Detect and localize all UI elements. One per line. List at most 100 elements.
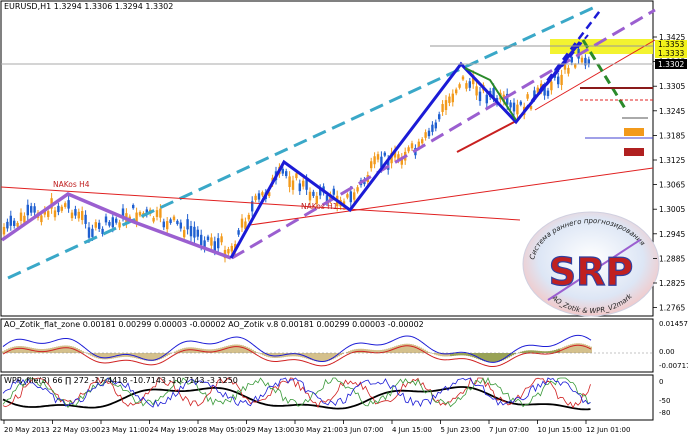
ao-blue-line <box>571 336 573 337</box>
time-label: 5 Jun 23:00 <box>441 426 481 434</box>
candle-body <box>152 218 154 222</box>
ao-blue-line <box>385 343 387 344</box>
ao-red-line <box>53 349 55 350</box>
candle-body <box>139 212 141 215</box>
ao-red-line <box>353 352 355 353</box>
ao-blue-line <box>143 359 145 360</box>
candle-body <box>299 183 301 191</box>
candle-body <box>105 217 107 223</box>
ao-red-line <box>219 350 221 351</box>
ao-red-line <box>473 361 475 362</box>
ao-red-line <box>95 361 97 362</box>
candle-body <box>227 249 229 253</box>
ao-red-line <box>313 364 315 365</box>
candle-body <box>183 230 185 237</box>
candle-body <box>61 207 63 211</box>
ao-blue-line <box>301 355 303 356</box>
ao-red-line <box>309 363 311 364</box>
candle-body <box>166 221 168 229</box>
ao-red-line <box>267 360 269 361</box>
ao-blue-line <box>115 356 117 357</box>
ao-red-line <box>141 363 143 364</box>
ao-blue-line <box>325 361 327 362</box>
ao-red-line <box>55 349 57 350</box>
candle-body <box>173 217 175 221</box>
candle-body <box>159 209 161 218</box>
candle-body <box>452 94 454 103</box>
candle-body <box>16 223 18 227</box>
ao-red-line <box>389 350 391 351</box>
ao-blue-line <box>99 357 101 358</box>
candle-body <box>81 211 83 220</box>
srp-logo: Система раннего прогнозирования AO_Zotik… <box>523 212 659 316</box>
ao-blue-line <box>229 338 231 339</box>
candle-body <box>3 227 5 234</box>
candle-body <box>176 221 178 224</box>
candle-body <box>475 86 477 95</box>
ao-blue-line <box>31 341 33 342</box>
candle-body <box>486 95 488 104</box>
candle-body <box>305 179 307 189</box>
time-label: 24 May 19:00 <box>150 426 198 434</box>
candle-body <box>156 210 158 217</box>
time-label: 10 Jun 15:00 <box>538 426 582 434</box>
ao-blue-line <box>353 344 355 345</box>
candle-body <box>88 227 90 237</box>
ao-blue-line <box>135 356 137 357</box>
candle-body <box>448 97 450 103</box>
wpr-indicator-header: WPR_file(3) 66 ∏ 272 -17.4418 -10.7143 -… <box>4 376 238 385</box>
candle-body <box>377 154 379 159</box>
ao-axis-label: -0.00717 <box>659 362 688 370</box>
candle-body <box>550 82 552 91</box>
time-label: 7 Jun 07:00 <box>489 426 529 434</box>
ao-indicator-header: AO_Zotik_flat_zone 0.00181 0.00299 0.000… <box>4 320 424 329</box>
ao-red-line <box>11 349 13 350</box>
candle-body <box>516 105 518 115</box>
candle-body <box>346 194 348 197</box>
ao-blue-line <box>303 355 305 356</box>
ao-blue-line <box>227 338 229 339</box>
highlight-price-label-2: 1.3333 <box>658 49 684 58</box>
candle-body <box>163 222 165 228</box>
candle-body <box>115 219 117 223</box>
ao-blue-line <box>267 354 269 355</box>
candle-body <box>169 219 171 223</box>
candle-body <box>509 102 511 107</box>
candle-body <box>445 100 447 110</box>
price-tick-label: 1.2825 <box>659 279 685 288</box>
price-tick-label: 1.2945 <box>659 230 685 239</box>
ao-red-line <box>555 352 557 353</box>
red-marker <box>624 148 644 156</box>
nakos-h1-label: NAKos H1 <box>301 202 338 211</box>
candle-body <box>237 230 239 234</box>
ao-blue-line <box>133 355 135 356</box>
candle-body <box>567 68 569 74</box>
candle-body <box>285 171 287 176</box>
candle-body <box>180 223 182 229</box>
ao-blue-line <box>219 341 221 342</box>
ao-blue-line <box>183 342 185 343</box>
ao-red-line <box>569 346 571 347</box>
candle-body <box>71 213 73 219</box>
time-label: 22 May 03:00 <box>53 426 101 434</box>
ao-red-line <box>413 347 415 348</box>
ao-red-line <box>307 362 309 363</box>
ao-red-line <box>137 362 139 363</box>
ao-red-line <box>183 350 185 351</box>
ao-red-line <box>135 362 137 363</box>
wpr-axis-label: -80 <box>659 409 670 417</box>
candle-body <box>424 132 426 138</box>
candle-body <box>220 236 222 242</box>
ao-red-line <box>585 346 587 347</box>
candle-body <box>309 192 311 201</box>
ao-red-line <box>481 364 483 365</box>
candle-body <box>431 125 433 132</box>
ao-red-line <box>435 358 437 359</box>
candle-body <box>91 229 93 237</box>
ao-blue-line <box>327 360 329 361</box>
candle-body <box>40 216 42 223</box>
price-tick-label: 1.3305 <box>659 82 685 91</box>
candle-body <box>441 104 443 112</box>
